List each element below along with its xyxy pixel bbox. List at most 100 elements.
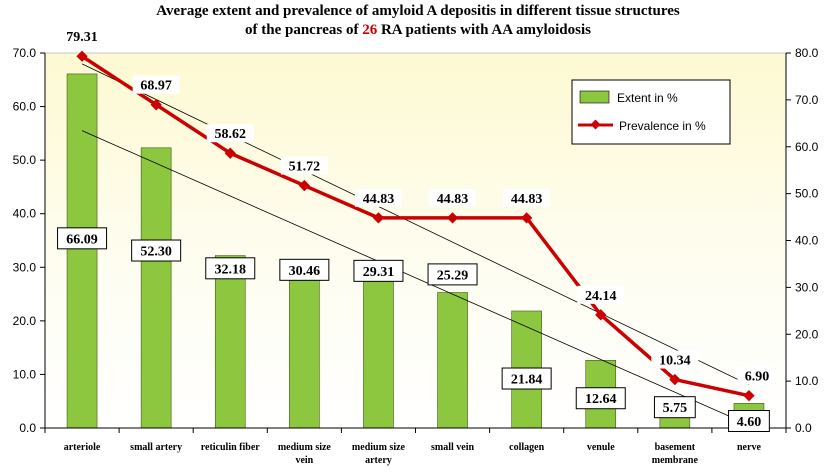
line-value-label-bg [737, 366, 777, 385]
bar [289, 264, 320, 429]
legend-swatch-marker [590, 119, 601, 130]
x-axis-category-label: small vein [431, 442, 474, 453]
left-axis-tick-label: 50.0 [13, 153, 37, 167]
line-value-label-bg [429, 188, 477, 207]
trendline-prevalence [81, 63, 750, 386]
bar-value-label: 52.30 [140, 245, 172, 260]
bar [140, 147, 172, 429]
right-axis-tick-label: 10.0 [795, 374, 819, 388]
bar-value-label: 66.09 [66, 232, 98, 247]
line-value-label: 58.62 [215, 127, 247, 142]
bar [214, 255, 246, 429]
left-axis-tick-label: 0.0 [19, 421, 36, 435]
line-series [76, 50, 755, 402]
x-axis-category-label: nerve [737, 442, 761, 453]
right-axis-tick-label: 70.0 [795, 93, 819, 107]
line-value-label: 68.97 [140, 79, 172, 94]
data-labels: 66.09 52.30 32.18 30.46 29.31 25.29 21.84 12.64… [57, 27, 777, 432]
x-axis-category-label: small artery [130, 442, 182, 453]
bar-value-label-box [131, 239, 182, 262]
x-axis-category-label: medium size [352, 442, 406, 453]
left-axis-tick-label: 70.0 [13, 46, 37, 60]
bar [66, 73, 98, 429]
prevalence-marker [669, 373, 681, 386]
bar-value-label: 4.60 [737, 415, 762, 430]
bar-value-label: 25.29 [437, 268, 469, 283]
prevalence-marker [446, 212, 459, 224]
legend-box [571, 79, 731, 145]
bar-series [66, 73, 765, 429]
prevalence-marker [743, 389, 755, 402]
line-value-label-bg [651, 350, 699, 369]
bar-value-label: 30.46 [289, 264, 321, 279]
x-axis-category-label: arteriole [64, 442, 101, 453]
chart-title-number: 26 [362, 22, 378, 38]
x-axis-category-label: medium size [278, 442, 332, 453]
line-value-label: 51.72 [289, 160, 321, 175]
prevalence-marker [595, 309, 607, 321]
bar [363, 270, 394, 429]
bar-value-label: 21.84 [511, 373, 543, 388]
line-value-label: 79.31 [66, 30, 98, 45]
bar-value-label-box [501, 367, 552, 390]
line-value-label-bg [354, 188, 402, 207]
bar-value-label-box [57, 227, 108, 250]
x-axis-category-label: vein [295, 455, 313, 466]
legend-label-prevalence: Prevalence in % [619, 119, 706, 133]
right-axis-tick-label: 40.0 [795, 234, 819, 248]
x-axis-category-label: reticulin fiber [201, 442, 261, 453]
x-axis-category-label: venule [587, 442, 615, 453]
bar-value-label-box [575, 387, 626, 410]
left-axis-tick-label: 40.0 [13, 207, 37, 221]
line-value-label: 44.83 [363, 192, 395, 207]
right-axis-tick-label: 50.0 [795, 187, 819, 201]
prevalence-marker [224, 147, 236, 159]
prevalence-marker [76, 50, 88, 62]
line-value-label-bg [280, 156, 328, 175]
bar-value-label-box [728, 410, 770, 432]
line-value-label-bg [206, 124, 254, 143]
prevalence-line [81, 54, 750, 398]
left-axis-tick-label: 10.0 [13, 367, 37, 381]
bar-value-label-box [353, 259, 404, 282]
trendlines [81, 63, 750, 426]
bar-value-label: 29.31 [363, 265, 395, 280]
right-axis-tick-label: 0.0 [795, 421, 812, 435]
line-value-label-bg [577, 285, 625, 304]
line-value-label-bg [58, 27, 106, 46]
line-value-label: 24.14 [585, 289, 617, 304]
bar-value-label: 32.18 [215, 262, 247, 277]
right-axis-tick-label: 60.0 [795, 140, 819, 154]
prevalence-marker [298, 179, 311, 192]
line-value-label: 6.90 [745, 370, 770, 385]
prevalence-marker [372, 212, 385, 224]
left-axis-tick-label: 20.0 [13, 314, 37, 328]
x-axis-category-label: basement [655, 442, 696, 453]
legend-label-extent: Extent in % [617, 91, 678, 105]
bar-value-label-box [279, 258, 330, 281]
x-axis-category-label: membrane [652, 455, 699, 466]
x-axis-category-label: artery [365, 455, 392, 466]
left-axis-tick-label: 60.0 [13, 100, 37, 114]
line-value-label-bg [132, 75, 180, 94]
chart-title-post: RA patients with AA amyloidosis [377, 22, 591, 38]
right-axis-tick-label: 30.0 [795, 280, 819, 294]
trendline-extent [81, 130, 750, 426]
bar-value-label: 12.64 [585, 392, 617, 407]
right-axis-tick-label: 80.0 [795, 46, 819, 60]
bar-value-label-box [205, 257, 256, 280]
axes: 0.0 10.0 20.0 30.0 40.0 50.0 60.0 70.0 0.0 10.0 20… [13, 46, 819, 466]
bar [437, 292, 468, 429]
prevalence-marker [520, 212, 533, 224]
right-axis-tick-label: 20.0 [795, 327, 819, 341]
bar-value-label-box [427, 263, 478, 286]
legend-swatch-bar [579, 90, 610, 104]
chart-title-pre: of the pancreas of [245, 22, 362, 38]
line-value-label-bg [503, 188, 551, 207]
bar-value-label: 5.75 [663, 401, 688, 416]
legend: Extent in % Prevalence in % [571, 79, 731, 145]
bar-value-label-box [653, 396, 696, 419]
x-axis-category-label: collagen [509, 442, 544, 453]
chart-title-line-2: of the pancreas of 26 RA patients with A… [245, 22, 591, 38]
